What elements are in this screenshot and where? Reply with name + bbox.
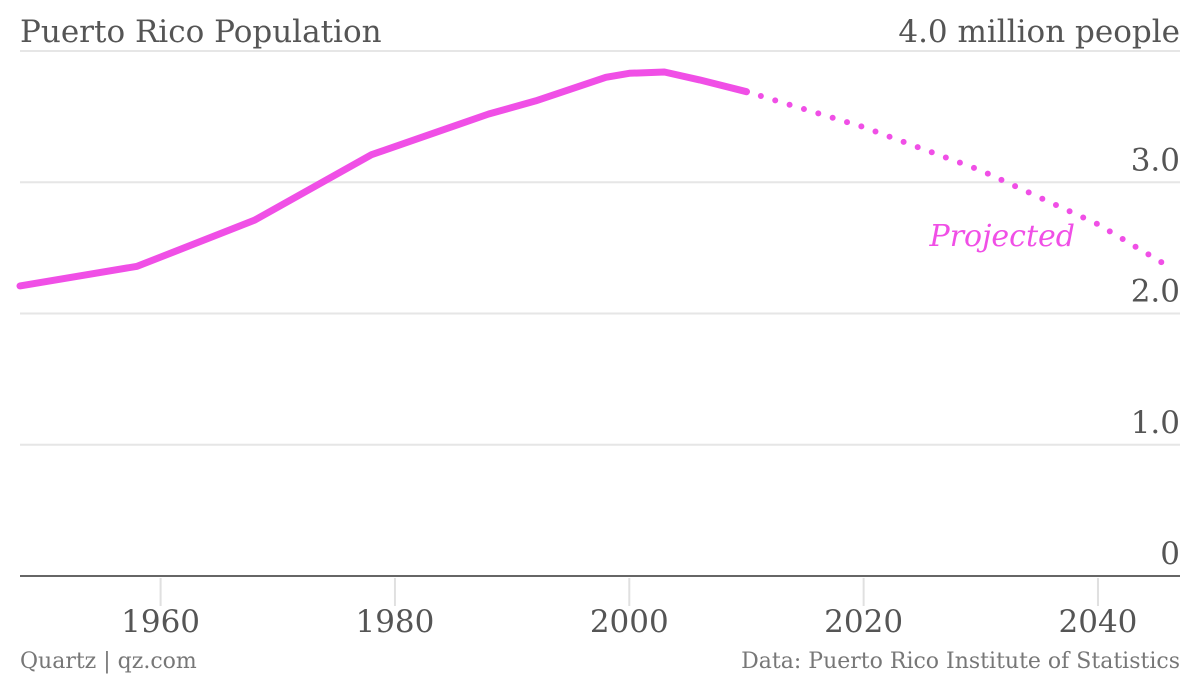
projected-annotation: Projected	[929, 219, 1075, 254]
x-tick-label-4: 2040	[1059, 604, 1138, 640]
unit-label: 4.0 million people	[898, 14, 1180, 50]
series-lines	[16, 68, 1172, 290]
x-tick-label-3: 2020	[824, 604, 903, 640]
y-tick-label-2: 2.0	[1131, 274, 1180, 310]
x-tick-label-1: 1980	[355, 604, 434, 640]
y-tick-label-1: 1.0	[1131, 405, 1180, 441]
y-tick-label-0: 0	[1160, 536, 1180, 572]
source-text: Data: Puerto Rico Institute of Statistic…	[741, 649, 1180, 674]
gridlines	[20, 50, 1180, 446]
y-tick-labels: 0 1.0 2.0 3.0	[1131, 142, 1180, 572]
x-tick-label-0: 1960	[121, 604, 200, 640]
projected-population-line	[743, 88, 1172, 270]
x-tick-label-2: 2000	[590, 604, 669, 640]
credit-text: Quartz | qz.com	[20, 649, 197, 674]
population-line	[16, 68, 750, 290]
x-tick-labels: 1960 1980 2000 2020 2040	[121, 604, 1137, 640]
chart-title: Puerto Rico Population	[20, 14, 382, 50]
x-tick-marks	[159, 578, 1099, 606]
y-tick-label-3: 3.0	[1131, 142, 1180, 178]
